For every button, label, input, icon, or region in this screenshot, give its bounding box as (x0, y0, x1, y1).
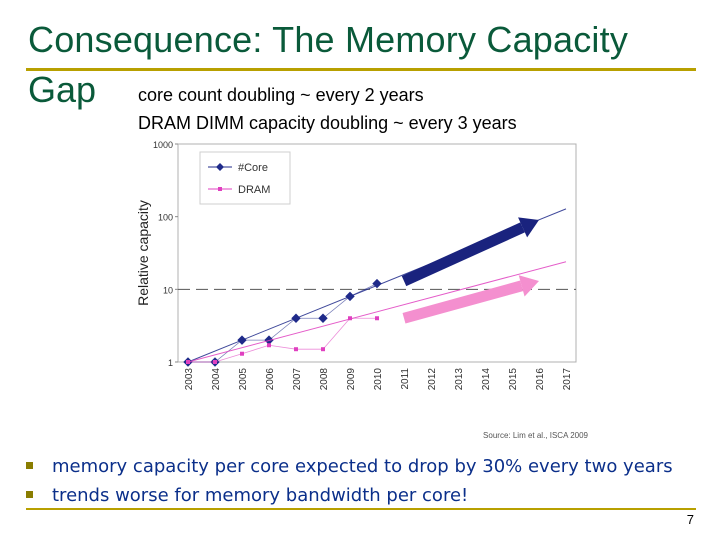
subtitle-dram-capacity: DRAM DIMM capacity doubling ~ every 3 ye… (138, 113, 517, 133)
x-tick-label: 2012 (427, 368, 438, 391)
core-data-point (318, 313, 328, 323)
bullet-text: trends worse for memory bandwidth per co… (52, 485, 469, 506)
core-data-point (291, 313, 301, 323)
legend-label: #Core (238, 162, 268, 174)
y-tick-label: 1 (168, 358, 173, 368)
x-tick-label: 2015 (508, 368, 519, 391)
title-underline (26, 68, 696, 71)
projection-arrow-shaft (401, 222, 525, 287)
y-tick-label: 1000 (153, 140, 173, 150)
dram-data-point (348, 316, 352, 321)
legend-swatch-marker (218, 187, 222, 191)
bullet-list: memory capacity per core expected to dro… (26, 452, 706, 510)
dram-data-point (267, 343, 271, 348)
core-data-point (372, 278, 382, 289)
x-tick-label: 2014 (481, 368, 492, 391)
bullet-marker (26, 491, 33, 498)
footer-rule (26, 508, 696, 510)
bullet-text: memory capacity per core expected to dro… (52, 456, 673, 477)
x-tick-label: 2008 (319, 368, 330, 391)
projection-arrow-shaft (402, 280, 524, 324)
y-axis-label: Relative capacity (135, 200, 151, 306)
y-tick-label: 10 (163, 285, 173, 295)
subtitle-core-count: core count doubling ~ every 2 years (138, 85, 424, 105)
projection-arrow-head (518, 217, 539, 238)
bullet-item: trends worse for memory bandwidth per co… (26, 481, 706, 510)
page-number: 7 (686, 512, 694, 527)
x-tick-label: 2010 (373, 368, 384, 391)
x-tick-label: 2004 (211, 368, 222, 391)
bullet-marker (26, 462, 33, 469)
dram-data-point (375, 316, 379, 321)
legend-box (199, 151, 291, 205)
projection-arrow-head (518, 275, 539, 297)
y-tick-label: 100 (158, 213, 173, 223)
x-tick-label: 2007 (292, 368, 303, 391)
bullet-item: memory capacity per core expected to dro… (26, 452, 706, 481)
source-note: Source: Lim et al., ISCA 2009 (483, 431, 588, 440)
x-tick-label: 2003 (184, 368, 195, 391)
x-tick-label: 2005 (238, 368, 249, 391)
slide-title-continued: Gap (28, 69, 97, 110)
dram-data-point (213, 360, 217, 364)
core-data-point (345, 291, 355, 302)
x-tick-label: 2017 (562, 368, 573, 391)
series-data-line (188, 283, 378, 363)
x-tick-label: 2016 (535, 368, 546, 391)
x-tick-label: 2009 (346, 368, 357, 391)
series-data-line (188, 317, 377, 363)
x-tick-label: 2011 (400, 368, 411, 390)
relative-capacity-chart: 1 10 100 1000 Relative capacity 2003 2004 2005 2… (135, 140, 589, 440)
x-tick-label: 2006 (265, 368, 276, 391)
dram-data-point (321, 347, 325, 352)
slide-title: Consequence: The Memory Capacity (28, 19, 629, 60)
legend-label: DRAM (238, 184, 270, 196)
dram-data-point (186, 360, 190, 364)
x-tick-label: 2013 (454, 368, 465, 391)
dram-data-point (294, 347, 298, 352)
core-data-point (237, 335, 247, 345)
legend-swatch-marker (216, 163, 224, 171)
dram-data-point (240, 351, 244, 356)
series-trend-line (187, 261, 567, 363)
